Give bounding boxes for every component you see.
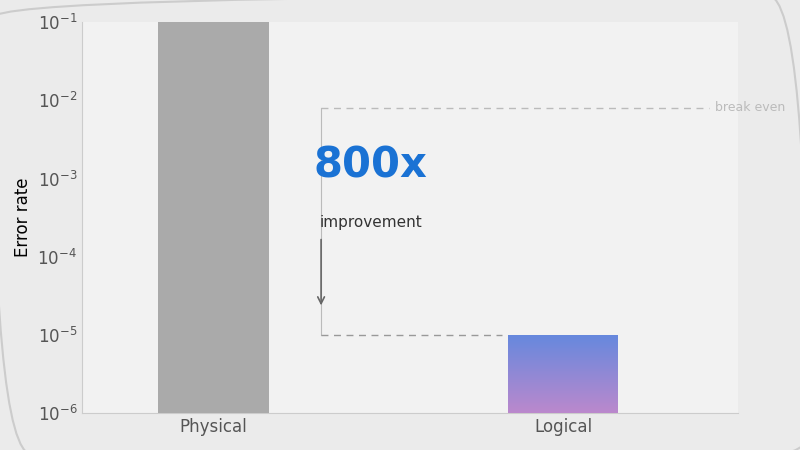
Text: improvement: improvement — [319, 215, 422, 230]
Bar — [158, 0, 269, 413]
Y-axis label: Error rate: Error rate — [14, 178, 32, 257]
Text: break even: break even — [714, 101, 785, 114]
Text: 800x: 800x — [314, 144, 427, 186]
